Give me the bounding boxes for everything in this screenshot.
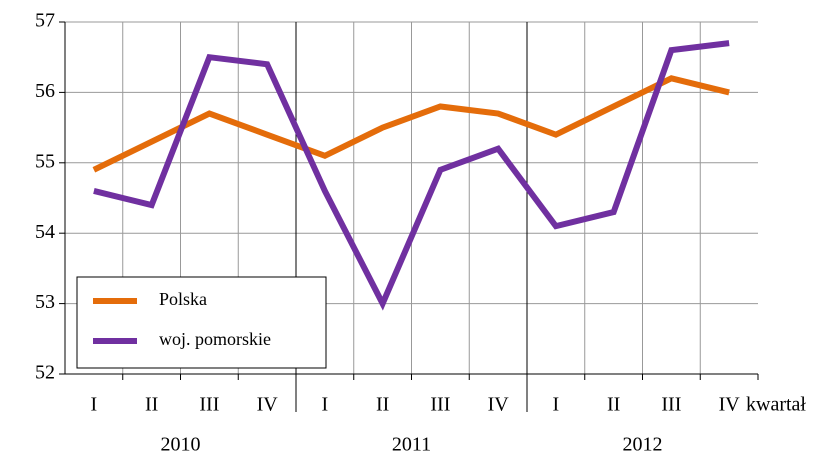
group-label: 2012 xyxy=(623,434,663,456)
x-tick-label: I xyxy=(91,394,98,416)
legend-box xyxy=(76,276,327,369)
x-tick-label: IV xyxy=(719,394,741,416)
series-line xyxy=(92,75,730,173)
x-axis-label: kwartał xyxy=(746,394,806,416)
y-tick-label: 56 xyxy=(35,80,55,102)
y-tick-label: 52 xyxy=(35,362,55,384)
y-tick-label: 54 xyxy=(35,221,55,243)
y-tick-label: 55 xyxy=(35,150,55,172)
y-tick-label: 57 xyxy=(35,10,55,32)
x-tick-label: IV xyxy=(257,394,279,416)
group-label: 2010 xyxy=(161,434,201,456)
legend-label: woj. pomorskie xyxy=(159,329,271,349)
legend-label: Polska xyxy=(159,289,207,309)
x-tick-label: I xyxy=(322,394,329,416)
x-tick-label: I xyxy=(553,394,560,416)
x-tick-label: II xyxy=(607,394,620,416)
x-tick-label: IV xyxy=(488,394,510,416)
y-tick-label: 53 xyxy=(35,291,55,313)
x-tick-label: II xyxy=(376,394,389,416)
x-tick-label: III xyxy=(199,394,219,416)
group-label: 2011 xyxy=(392,434,431,456)
x-tick-label: II xyxy=(145,394,158,416)
x-tick-label: III xyxy=(661,394,681,416)
series-line xyxy=(93,40,730,311)
x-tick-label: III xyxy=(430,394,450,416)
